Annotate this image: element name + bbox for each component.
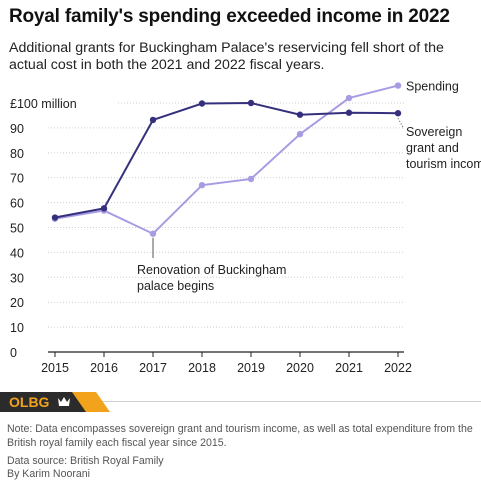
series-label-income: Sovereign (406, 125, 462, 139)
crown-icon (58, 397, 70, 406)
author: By Karim Noorani (7, 468, 91, 480)
y-tick-label: 0 (10, 346, 17, 360)
x-tick-label: 2016 (90, 361, 118, 375)
data-point (296, 111, 304, 118)
y-tick-label: 60 (10, 197, 24, 211)
data-point (100, 205, 108, 212)
y-tick-label: 20 (10, 296, 24, 310)
data-point (149, 116, 157, 124)
data-point (198, 181, 206, 189)
brand-bar: OLBG (0, 392, 481, 412)
annotation-text: Renovation of Buckingham (137, 263, 286, 277)
x-tick-label: 2020 (286, 361, 314, 375)
series-label-income: grant and (406, 141, 459, 155)
y-tick-label: 80 (10, 147, 24, 161)
x-tick-label: 2015 (41, 361, 69, 375)
footnote: Note: Data encompasses sovereign grant a… (7, 423, 473, 449)
series-line (54, 84, 399, 235)
y-tick-label: 30 (10, 271, 24, 285)
data-point (394, 110, 402, 117)
divider (0, 401, 481, 402)
data-point (296, 130, 304, 138)
series-label-income: tourism income (406, 157, 481, 171)
chart-subtitle: Additional grants for Buckingham Palace'… (9, 40, 444, 73)
y-tick-label: £100 million (10, 97, 77, 111)
series-line (54, 101, 399, 219)
olbg-logo: OLBG (0, 392, 110, 412)
chart-title: Royal family's spending exceeded income … (9, 6, 450, 27)
series-label-leader (397, 117, 404, 128)
series-label-spending: Spending (406, 80, 459, 94)
logo-text: OLBG (9, 394, 50, 410)
data-point (394, 82, 402, 89)
data-point (247, 99, 255, 107)
x-tick-label: 2021 (335, 361, 363, 375)
x-tick-label: 2019 (237, 361, 265, 375)
data-point (149, 230, 157, 237)
data-point (345, 109, 353, 116)
y-tick-label: 70 (10, 172, 24, 186)
y-tick-label: 40 (10, 246, 24, 260)
y-tick-label: 90 (10, 122, 24, 136)
x-tick-label: 2017 (139, 361, 167, 375)
x-tick-label: 2018 (188, 361, 216, 375)
line-chart: 0 10 20 30 40 50 60 70 80 90 £100 million 2015 2016 2… (10, 80, 481, 375)
data-source: Data source: British Royal Family (7, 455, 164, 467)
data-point (247, 175, 255, 183)
data-point (198, 100, 206, 107)
y-tick-label: 10 (10, 321, 24, 335)
data-point (51, 214, 59, 221)
data-point (345, 94, 353, 102)
x-tick-label: 2022 (384, 361, 412, 375)
source-credit: Data source: British Royal Family By Kar… (7, 455, 164, 481)
annotation-text: palace begins (137, 279, 214, 293)
y-tick-label: 50 (10, 222, 24, 236)
